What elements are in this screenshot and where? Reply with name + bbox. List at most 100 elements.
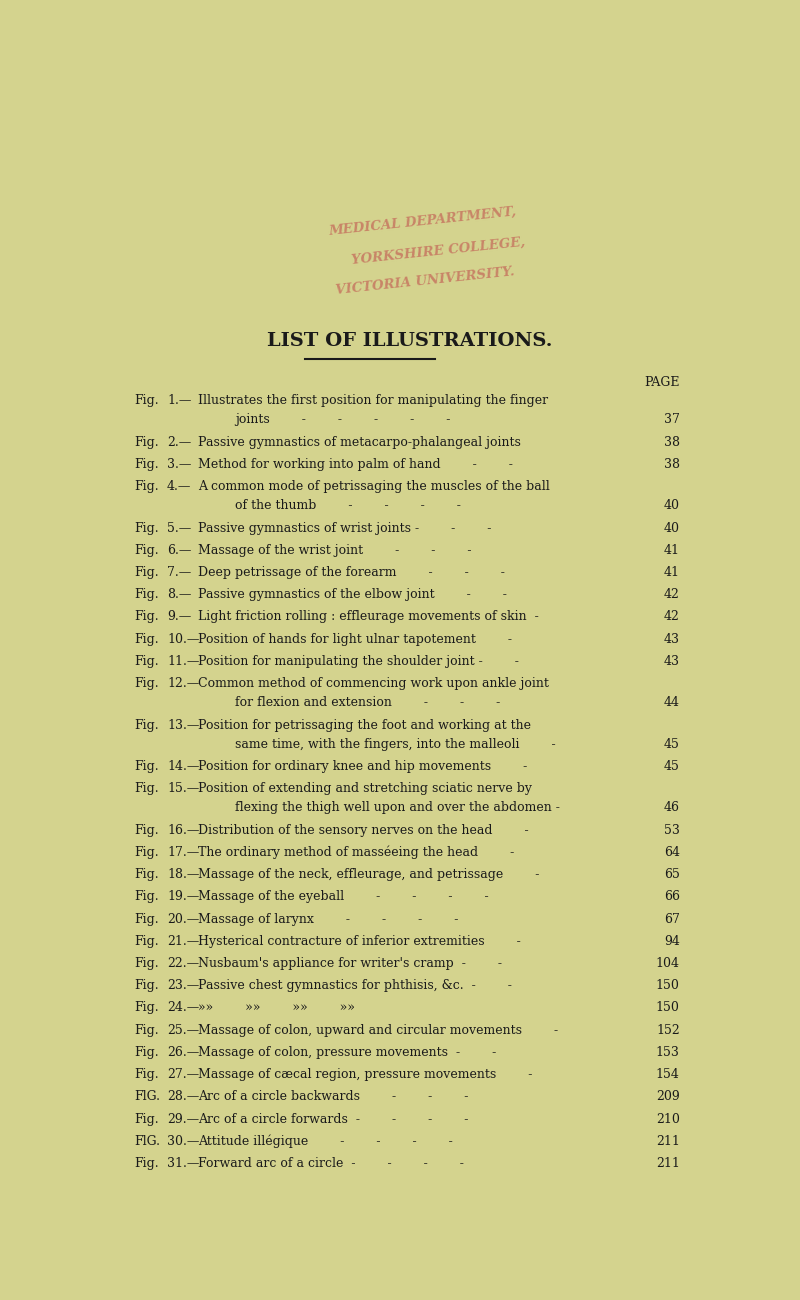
Text: The ordinary method of masséeing the head        -: The ordinary method of masséeing the hea… — [198, 846, 514, 859]
Text: 38: 38 — [664, 458, 680, 471]
Text: Passive gymnastics of metacarpo-phalangeal joints: Passive gymnastics of metacarpo-phalange… — [198, 436, 521, 448]
Text: Position for manipulating the shoulder joint -        -: Position for manipulating the shoulder j… — [198, 655, 519, 668]
Text: Illustrates the first position for manipulating the finger: Illustrates the first position for manip… — [198, 394, 548, 407]
Text: Distribution of the sensory nerves on the head        -: Distribution of the sensory nerves on th… — [198, 824, 529, 837]
Text: 20.—: 20.— — [167, 913, 199, 926]
Text: 43: 43 — [664, 655, 680, 668]
Text: 26.—: 26.— — [167, 1046, 199, 1059]
Text: 23.—: 23.— — [167, 979, 199, 992]
Text: Massage of colon, upward and circular movements        -: Massage of colon, upward and circular mo… — [198, 1023, 558, 1036]
Text: Deep petrissage of the forearm        -        -        -: Deep petrissage of the forearm - - - — [198, 566, 505, 578]
Text: Forward arc of a circle  -        -        -        -: Forward arc of a circle - - - - — [198, 1157, 464, 1170]
Text: 1.—: 1.— — [167, 394, 191, 407]
Text: Fig.: Fig. — [134, 566, 158, 578]
Text: 24.—: 24.— — [167, 1001, 199, 1014]
Text: LIST OF ILLUSTRATIONS.: LIST OF ILLUSTRATIONS. — [267, 333, 553, 350]
Text: 64: 64 — [664, 846, 680, 859]
Text: A common mode of petrissaging the muscles of the ball: A common mode of petrissaging the muscle… — [198, 480, 550, 493]
Text: Fig.: Fig. — [134, 824, 158, 837]
Text: Massage of the wrist joint        -        -        -: Massage of the wrist joint - - - — [198, 543, 471, 556]
Text: Fig.: Fig. — [134, 677, 158, 690]
Text: 210: 210 — [656, 1113, 680, 1126]
Text: Fig.: Fig. — [134, 957, 158, 970]
Text: Light friction rolling : effleurage movements of skin  -: Light friction rolling : effleurage move… — [198, 611, 538, 624]
Text: Fig.: Fig. — [134, 458, 158, 471]
Text: YORKSHIRE COLLEGE,: YORKSHIRE COLLEGE, — [350, 235, 526, 266]
Text: 15.—: 15.— — [167, 783, 199, 796]
Text: Fig.: Fig. — [134, 891, 158, 904]
Text: for flexion and extension        -        -        -: for flexion and extension - - - — [235, 697, 501, 710]
Text: Fig.: Fig. — [134, 1001, 158, 1014]
Text: 29.—: 29.— — [167, 1113, 199, 1126]
Text: PAGE: PAGE — [644, 376, 680, 389]
Text: 16.—: 16.— — [167, 824, 199, 837]
Text: Fig.: Fig. — [134, 868, 158, 881]
Text: Arc of a circle forwards  -        -        -        -: Arc of a circle forwards - - - - — [198, 1113, 468, 1126]
Text: 42: 42 — [664, 588, 680, 601]
Text: 38: 38 — [664, 436, 680, 448]
Text: 66: 66 — [664, 891, 680, 904]
Text: 21.—: 21.— — [167, 935, 199, 948]
Text: Massage of colon, pressure movements  -        -: Massage of colon, pressure movements - - — [198, 1046, 496, 1059]
Text: 40: 40 — [664, 521, 680, 534]
Text: 6.—: 6.— — [167, 543, 191, 556]
Text: 2.—: 2.— — [167, 436, 191, 448]
Text: 150: 150 — [656, 1001, 680, 1014]
Text: Fig.: Fig. — [134, 588, 158, 601]
Text: 211: 211 — [656, 1135, 680, 1148]
Text: 31.—: 31.— — [167, 1157, 199, 1170]
Text: 7.—: 7.— — [167, 566, 191, 578]
Text: VICTORIA UNIVERSITY.: VICTORIA UNIVERSITY. — [335, 265, 516, 296]
Text: Fig.: Fig. — [134, 436, 158, 448]
Text: 14.—: 14.— — [167, 760, 199, 774]
Text: Fig.: Fig. — [134, 979, 158, 992]
Text: Hysterical contracture of inferior extremities        -: Hysterical contracture of inferior extre… — [198, 935, 521, 948]
Text: 9.—: 9.— — [167, 611, 191, 624]
Text: 45: 45 — [664, 738, 680, 751]
Text: 46: 46 — [664, 801, 680, 814]
Text: »»        »»        »»        »»: »» »» »» »» — [198, 1001, 355, 1014]
Text: Fig.: Fig. — [134, 1023, 158, 1036]
Text: 12.—: 12.— — [167, 677, 199, 690]
Text: Common method of commencing work upon ankle joint: Common method of commencing work upon an… — [198, 677, 549, 690]
Text: Massage of the eyeball        -        -        -        -: Massage of the eyeball - - - - — [198, 891, 489, 904]
Text: 94: 94 — [664, 935, 680, 948]
Text: 5.—: 5.— — [167, 521, 191, 534]
Text: 4.—: 4.— — [167, 480, 191, 493]
Text: Fig.: Fig. — [134, 480, 158, 493]
Text: MEDICAL DEPARTMENT,: MEDICAL DEPARTMENT, — [328, 204, 517, 238]
Text: 18.—: 18.— — [167, 868, 199, 881]
Text: joints        -        -        -        -        -: joints - - - - - — [235, 413, 450, 426]
Text: 153: 153 — [656, 1046, 680, 1059]
Text: Massage of larynx        -        -        -        -: Massage of larynx - - - - — [198, 913, 458, 926]
Text: Fig.: Fig. — [134, 1069, 158, 1082]
Text: Fig.: Fig. — [134, 655, 158, 668]
Text: Fig.: Fig. — [134, 846, 158, 859]
Text: Position for ordinary knee and hip movements        -: Position for ordinary knee and hip movem… — [198, 760, 527, 774]
Text: 40: 40 — [664, 499, 680, 512]
Text: Fig.: Fig. — [134, 760, 158, 774]
Text: 42: 42 — [664, 611, 680, 624]
Text: Fig.: Fig. — [134, 394, 158, 407]
Text: FlG.: FlG. — [134, 1091, 160, 1104]
Text: 150: 150 — [656, 979, 680, 992]
Text: flexing the thigh well upon and over the abdomen -: flexing the thigh well upon and over the… — [235, 801, 560, 814]
Text: 8.—: 8.— — [167, 588, 191, 601]
Text: Fig.: Fig. — [134, 1157, 158, 1170]
Text: 209: 209 — [656, 1091, 680, 1104]
Text: Fig.: Fig. — [134, 611, 158, 624]
Text: Fig.: Fig. — [134, 543, 158, 556]
Text: of the thumb        -        -        -        -: of the thumb - - - - — [235, 499, 461, 512]
Text: Fig.: Fig. — [134, 1046, 158, 1059]
Text: Massage of cæcal region, pressure movements        -: Massage of cæcal region, pressure moveme… — [198, 1069, 532, 1082]
Text: 3.—: 3.— — [167, 458, 191, 471]
Text: 65: 65 — [664, 868, 680, 881]
Text: 11.—: 11.— — [167, 655, 199, 668]
Text: Fig.: Fig. — [134, 719, 158, 732]
Text: 154: 154 — [656, 1069, 680, 1082]
Text: 44: 44 — [664, 697, 680, 710]
Text: 104: 104 — [656, 957, 680, 970]
Text: Fig.: Fig. — [134, 1113, 158, 1126]
Text: 45: 45 — [664, 760, 680, 774]
Text: 19.—: 19.— — [167, 891, 199, 904]
